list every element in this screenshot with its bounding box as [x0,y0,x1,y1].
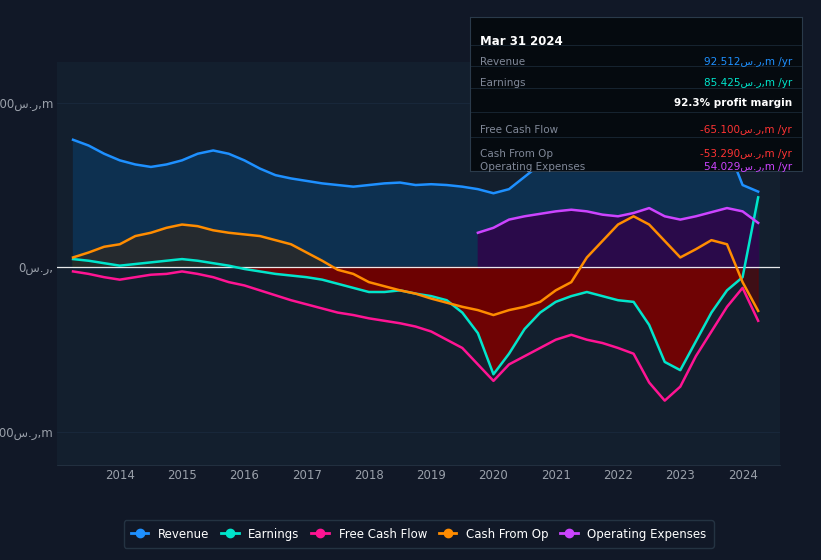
Legend: Revenue, Earnings, Free Cash Flow, Cash From Op, Operating Expenses: Revenue, Earnings, Free Cash Flow, Cash … [124,520,713,548]
Text: 92.512س.ر,m /yr: 92.512س.ر,m /yr [704,57,792,67]
Text: -65.100س.ر,m /yr: -65.100س.ر,m /yr [700,125,792,134]
Text: Mar 31 2024: Mar 31 2024 [479,35,562,48]
Text: 92.3% profit margin: 92.3% profit margin [674,99,792,109]
Text: Revenue: Revenue [479,57,525,67]
Text: Earnings: Earnings [479,78,525,88]
Text: Operating Expenses: Operating Expenses [479,161,585,171]
Text: Cash From Op: Cash From Op [479,150,553,159]
Text: -53.290س.ر,m /yr: -53.290س.ر,m /yr [700,150,792,159]
Text: 85.425س.ر,m /yr: 85.425س.ر,m /yr [704,78,792,88]
Text: Free Cash Flow: Free Cash Flow [479,125,557,134]
Text: 54.029س.ر,m /yr: 54.029س.ر,m /yr [704,161,792,171]
